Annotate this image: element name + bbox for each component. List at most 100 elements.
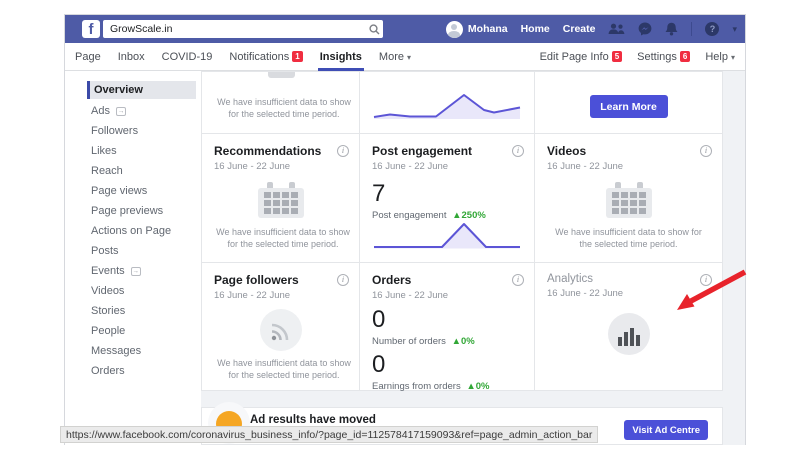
insufficient-data-text: We have insufficient data to show for th…: [217, 97, 351, 120]
notifications-badge: 1: [292, 50, 303, 62]
quick-help-icon[interactable]: ?: [705, 22, 720, 36]
sidebar-item-followers[interactable]: Followers: [91, 125, 139, 137]
card-top-middle-partial[interactable]: [360, 72, 535, 133]
search-value[interactable]: GrowScale.in: [110, 23, 173, 35]
search-input[interactable]: GrowScale.in: [103, 20, 383, 38]
topbar-right-cluster: Mohana Home Create ? ▾: [445, 15, 737, 43]
external-link-icon: →: [115, 106, 126, 116]
help-menu[interactable]: Help ▾: [705, 51, 735, 63]
info-icon[interactable]: i: [337, 145, 349, 157]
card-analytics[interactable]: Analytics 16 June - 22 June i: [535, 263, 722, 390]
calendar-icon: [268, 72, 295, 78]
create-link[interactable]: Create: [562, 23, 596, 35]
info-icon[interactable]: i: [337, 274, 349, 286]
home-link[interactable]: Home: [520, 23, 550, 35]
card-title: Orders: [372, 273, 412, 287]
card-post-engagement[interactable]: Post engagement 16 June - 22 June i 7 Po…: [360, 134, 535, 262]
sidebar-item-page-previews[interactable]: Page previews: [91, 205, 164, 217]
avatar[interactable]: [445, 20, 463, 38]
chevron-down-icon: ▾: [730, 52, 735, 62]
chevron-down-icon: ▾: [406, 52, 411, 62]
card-top-right-partial[interactable]: Learn More: [535, 72, 722, 133]
card-row-1: Recommendations 16 June - 22 June i We h…: [201, 134, 723, 263]
sidebar-item-people[interactable]: People: [91, 325, 126, 337]
sidebar-item-page-views[interactable]: Page views: [91, 185, 148, 197]
insufficient-data-text: We have insufficient data to show for th…: [555, 227, 702, 250]
sidebar-item-orders[interactable]: Orders: [91, 365, 125, 377]
card-date-range: 16 June - 22 June: [372, 161, 449, 172]
card-date-range: 16 June - 22 June: [547, 288, 624, 299]
card-row-2: Page followers 16 June - 22 June i We ha…: [201, 263, 723, 392]
page-admin-nav: Page Inbox COVID-19 Notifications 1 Insi…: [65, 43, 745, 71]
sidebar-item-likes[interactable]: Likes: [91, 145, 117, 157]
info-icon[interactable]: i: [700, 274, 712, 286]
card-recommendations[interactable]: Recommendations 16 June - 22 June i We h…: [202, 134, 360, 262]
nav-right: Edit Page Info 5 Settings 6 Help ▾: [540, 43, 735, 71]
friend-requests-icon[interactable]: [608, 23, 625, 35]
cards-area: We have insufficient data to show for th…: [201, 71, 723, 445]
info-icon[interactable]: i: [700, 145, 712, 157]
card-page-followers[interactable]: Page followers 16 June - 22 June i We ha…: [202, 263, 360, 390]
orders-earnings-value: 0: [372, 351, 386, 378]
browser-facebook-window: f GrowScale.in Mohana Home Create: [64, 14, 746, 445]
banner-title: Ad results have moved: [250, 414, 376, 426]
edit-page-info-link[interactable]: Edit Page Info 5: [540, 43, 623, 71]
edit-page-info-badge: 5: [611, 50, 623, 62]
profile-menu[interactable]: Mohana: [445, 20, 508, 38]
card-date-range: 16 June - 22 June: [214, 161, 291, 172]
card-title: Videos: [547, 144, 587, 158]
card-orders[interactable]: Orders 16 June - 22 June i 0 Number of o…: [360, 263, 535, 392]
tab-inbox[interactable]: Inbox: [117, 51, 145, 63]
sidebar-item-ads[interactable]: Ads →: [91, 105, 126, 117]
sidebar-item-stories[interactable]: Stories: [91, 305, 126, 317]
delta-up-badge: ▲0%: [451, 336, 475, 347]
tab-page[interactable]: Page: [75, 51, 101, 63]
red-pointer-arrow: [677, 269, 747, 310]
calendar-icon: [257, 182, 304, 220]
info-icon[interactable]: i: [512, 145, 524, 157]
status-url-tooltip: https://www.facebook.com/coronavirus_bus…: [60, 426, 599, 443]
learn-more-button[interactable]: Learn More: [589, 95, 668, 118]
sidebar-item-overview[interactable]: Overview: [87, 81, 196, 99]
messenger-icon[interactable]: [638, 22, 652, 36]
topbar-divider: [691, 22, 693, 36]
card-title: Post engagement: [372, 144, 473, 158]
card-date-range: 16 June - 22 June: [372, 290, 449, 301]
orders-count-metric: Number of orders ▲0%: [372, 336, 475, 347]
sidebar-item-messages[interactable]: Messages: [91, 345, 142, 357]
card-videos[interactable]: Videos 16 June - 22 June i We have insuf…: [535, 134, 722, 262]
tab-more[interactable]: More ▾: [378, 51, 411, 63]
line-chart: [373, 94, 521, 119]
account-caret-icon[interactable]: ▾: [732, 23, 737, 34]
sidebar-item-actions-on-page[interactable]: Actions on Page: [91, 225, 172, 237]
tab-notifications[interactable]: Notifications 1: [229, 43, 303, 71]
sidebar-item-events[interactable]: Events →: [91, 265, 141, 277]
card-top-left-partial[interactable]: We have insufficient data to show for th…: [202, 72, 360, 133]
post-engagement-metric: Post engagement ▲250%: [372, 210, 486, 221]
facebook-topbar: f GrowScale.in Mohana Home Create: [65, 15, 745, 43]
settings-badge: 6: [679, 50, 691, 62]
card-title: Analytics: [547, 273, 594, 285]
sidebar-item-posts[interactable]: Posts: [91, 245, 119, 257]
search-icon[interactable]: [365, 21, 383, 37]
settings-link[interactable]: Settings 6: [637, 43, 691, 71]
insufficient-data-text: We have insufficient data to show for th…: [217, 358, 351, 381]
card-title: Page followers: [214, 273, 299, 287]
user-name[interactable]: Mohana: [467, 23, 508, 35]
delta-up-badge: ▲0%: [466, 381, 490, 392]
followers-signal-icon: [259, 309, 302, 351]
line-chart: [374, 223, 520, 249]
tab-covid19[interactable]: COVID-19: [161, 51, 213, 63]
facebook-logo-icon[interactable]: f: [82, 20, 100, 38]
orders-earnings-metric: Earnings from orders ▲0%: [372, 381, 490, 392]
visit-ad-centre-button[interactable]: Visit Ad Centre: [624, 420, 708, 440]
tab-insights[interactable]: Insights: [317, 43, 365, 71]
insufficient-data-text: We have insufficient data to show for th…: [216, 227, 350, 250]
sidebar-item-videos[interactable]: Videos: [91, 285, 125, 297]
notifications-bell-icon[interactable]: [665, 22, 678, 36]
info-icon[interactable]: i: [512, 274, 524, 286]
calendar-icon: [605, 182, 652, 220]
card-date-range: 16 June - 22 June: [547, 161, 624, 172]
sidebar-item-reach[interactable]: Reach: [91, 165, 123, 177]
card-title: Recommendations: [214, 144, 322, 158]
